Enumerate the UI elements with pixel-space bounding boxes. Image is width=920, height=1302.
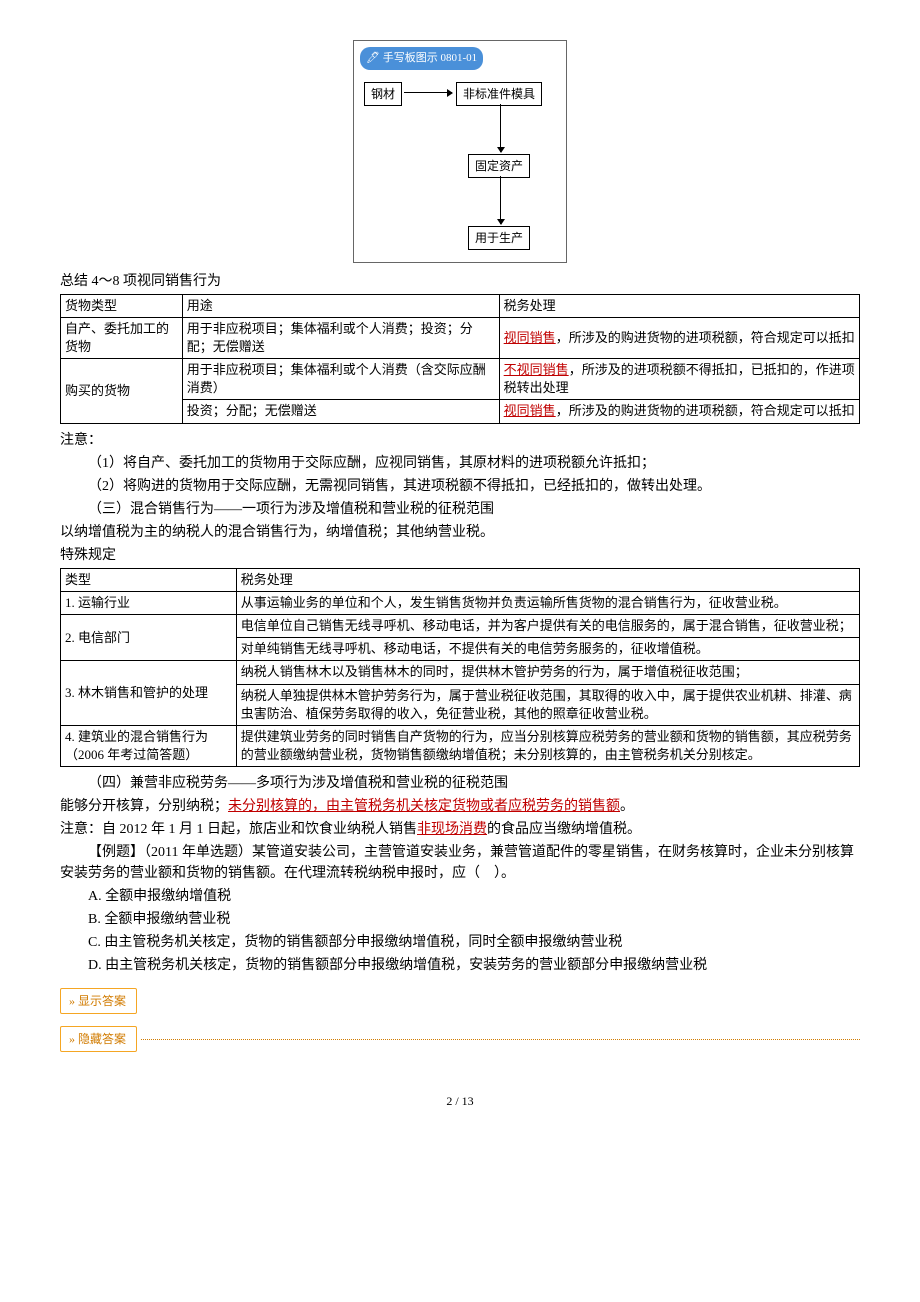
table-header-cell: 货物类型 (61, 294, 183, 317)
page-footer: 2 / 13 (60, 1092, 860, 1110)
table-cell: 从事运输业务的单位和个人，发生销售货物并负责运输所售货物的混合销售行为，征收营业… (236, 591, 859, 614)
hide-answer-button[interactable]: » 隐藏答案 (60, 1026, 137, 1052)
table-cell: 4. 建筑业的混合销售行为（2006 年考过简答题） (61, 725, 237, 766)
special-title: 特殊规定 (60, 545, 860, 566)
table-cell: 购买的货物 (61, 359, 183, 424)
table-row: 购买的货物 用于非应税项目；集体福利或个人消费（含交际应酬消费） 不视同销售，所… (61, 359, 860, 400)
arrow-icon (500, 104, 501, 152)
highlight-text: 视同销售 (504, 330, 556, 345)
flow-node-fixed-asset: 固定资产 (468, 154, 530, 178)
body-text: 以纳增值税为主的纳税人的混合销售行为，纳增值税；其他纳营业税。 (60, 522, 860, 543)
table-row: 自产、委托加工的货物 用于非应税项目；集体福利或个人消费；投资；分配；无偿赠送 … (61, 317, 860, 358)
diagram-header: 🖊 手写板图示 0801-01 (360, 47, 483, 70)
table-cell: 电信单位自己销售无线寻呼机、移动电话，并为客户提供有关的电信服务的，属于混合销售… (236, 615, 859, 638)
section-title: （三）混合销售行为——一项行为涉及增值税和营业税的征税范围 (60, 499, 860, 520)
table-cell: 视同销售，所涉及的购进货物的进项税额，符合规定可以抵扣 (499, 317, 859, 358)
arrow-icon (500, 176, 501, 224)
chevron-right-icon: » (69, 1032, 72, 1046)
deemed-sales-table: 货物类型 用途 税务处理 自产、委托加工的货物 用于非应税项目；集体福利或个人消… (60, 294, 860, 424)
table-row: 2. 电信部门 电信单位自己销售无线寻呼机、移动电话，并为客户提供有关的电信服务… (61, 615, 860, 638)
text: 能够分开核算，分别纳税； (60, 799, 228, 814)
table-cell: 提供建筑业劳务的同时销售自产货物的行为，应当分别核算应税劳务的营业额和货物的销售… (236, 725, 859, 766)
option-a: A. 全额申报缴纳增值税 (60, 886, 860, 907)
flow-node-production: 用于生产 (468, 226, 530, 250)
table-row: 货物类型 用途 税务处理 (61, 294, 860, 317)
table-row: 4. 建筑业的混合销售行为（2006 年考过简答题） 提供建筑业劳务的同时销售自… (61, 725, 860, 766)
table-cell: 纳税人单独提供林木管护劳务行为，属于营业税征收范围，其取得的收入中，属于提供农业… (236, 684, 859, 725)
table-header-cell: 税务处理 (499, 294, 859, 317)
table-cell: 不视同销售，所涉及的进项税额不得抵扣，已抵扣的，作进项税转出处理 (499, 359, 859, 400)
hide-answer-label: 隐藏答案 (78, 1032, 126, 1046)
notes-title: 注意： (60, 430, 860, 451)
flow-node-mould: 非标准件模具 (456, 82, 542, 106)
highlight-text: 视同销售 (504, 403, 556, 418)
table-cell: 3. 林木销售和管护的处理 (61, 661, 237, 726)
table-cell: 纳税人销售林木以及销售林木的同时，提供林木管护劳务的行为，属于增值税征收范围； (236, 661, 859, 684)
example-question: 【例题】（2011 年单选题）某管道安装公司，主营管道安装业务，兼营管道配件的零… (60, 842, 860, 884)
handwriting-diagram: 🖊 手写板图示 0801-01 钢材 非标准件模具 固定资产 用于生产 (353, 40, 567, 263)
highlight-text: 非现场消费 (417, 822, 487, 837)
option-b: B. 全额申报缴纳营业税 (60, 909, 860, 930)
option-d: D. 由主管税务机关核定，货物的销售额部分申报缴纳增值税，安装劳务的营业额部分申… (60, 955, 860, 976)
diagram-header-text: 手写板图示 0801-01 (383, 52, 477, 64)
table-header-cell: 类型 (61, 568, 237, 591)
arrow-icon (404, 92, 452, 93)
note-item: （1）将自产、委托加工的货物用于交际应酬，应视同销售，其原材料的进项税额允许抵扣… (60, 453, 860, 474)
text: 注意：自 2012 年 1 月 1 日起，旅店业和饮食业纳税人销售 (60, 822, 417, 837)
highlight-text: 不视同销售 (504, 362, 569, 377)
table-row: 3. 林木销售和管护的处理 纳税人销售林木以及销售林木的同时，提供林木管护劳务的… (61, 661, 860, 684)
table-row: 类型 税务处理 (61, 568, 860, 591)
table-cell: 1. 运输行业 (61, 591, 237, 614)
show-answer-label: 显示答案 (78, 994, 126, 1008)
table-row: 1. 运输行业 从事运输业务的单位和个人，发生销售货物并负责运输所售货物的混合销… (61, 591, 860, 614)
pen-icon: 🖊 (366, 52, 380, 64)
section-title: （四）兼营非应税劳务——多项行为涉及增值税和营业税的征税范围 (60, 773, 860, 794)
table-cell: 用于非应税项目；集体福利或个人消费（含交际应酬消费） (182, 359, 499, 400)
table-header-cell: 用途 (182, 294, 499, 317)
summary-title: 总结 4～8 项视同销售行为 (60, 271, 860, 292)
text: 的食品应当缴纳增值税。 (487, 822, 641, 837)
divider-line (141, 1039, 860, 1040)
highlight-text: 未分别核算的，由主管税务机关核定货物或者应税劳务的销售额 (228, 799, 620, 814)
diagram-body: 钢材 非标准件模具 固定资产 用于生产 (360, 76, 560, 256)
diagram-container: 🖊 手写板图示 0801-01 钢材 非标准件模具 固定资产 用于生产 (60, 40, 860, 263)
note-item: （2）将购进的货物用于交际应酬，无需视同销售，其进项税额不得抵扣，已经抵扣的，做… (60, 476, 860, 497)
table-cell: 对单纯销售无线寻呼机、移动电话，不提供有关的电信劳务服务的，征收增值税。 (236, 638, 859, 661)
chevron-right-icon: » (69, 994, 72, 1008)
text: ，所涉及的购进货物的进项税额，符合规定可以抵扣 (556, 330, 855, 345)
table-cell: 用于非应税项目；集体福利或个人消费；投资；分配；无偿赠送 (182, 317, 499, 358)
body-text: 注意：自 2012 年 1 月 1 日起，旅店业和饮食业纳税人销售非现场消费的食… (60, 819, 860, 840)
body-text: 能够分开核算，分别纳税；未分别核算的，由主管税务机关核定货物或者应税劳务的销售额… (60, 796, 860, 817)
table-header-cell: 税务处理 (236, 568, 859, 591)
special-rules-table: 类型 税务处理 1. 运输行业 从事运输业务的单位和个人，发生销售货物并负责运输… (60, 568, 860, 768)
text: ，所涉及的购进货物的进项税额，符合规定可以抵扣 (556, 403, 855, 418)
table-cell: 2. 电信部门 (61, 615, 237, 661)
table-cell: 自产、委托加工的货物 (61, 317, 183, 358)
flow-node-steel: 钢材 (364, 82, 402, 106)
option-c: C. 由主管税务机关核定，货物的销售额部分申报缴纳增值税，同时全额申报缴纳营业税 (60, 932, 860, 953)
show-answer-button[interactable]: » 显示答案 (60, 988, 137, 1014)
table-cell: 投资；分配；无偿赠送 (182, 400, 499, 423)
text: 。 (620, 799, 634, 814)
table-cell: 视同销售，所涉及的购进货物的进项税额，符合规定可以抵扣 (499, 400, 859, 423)
